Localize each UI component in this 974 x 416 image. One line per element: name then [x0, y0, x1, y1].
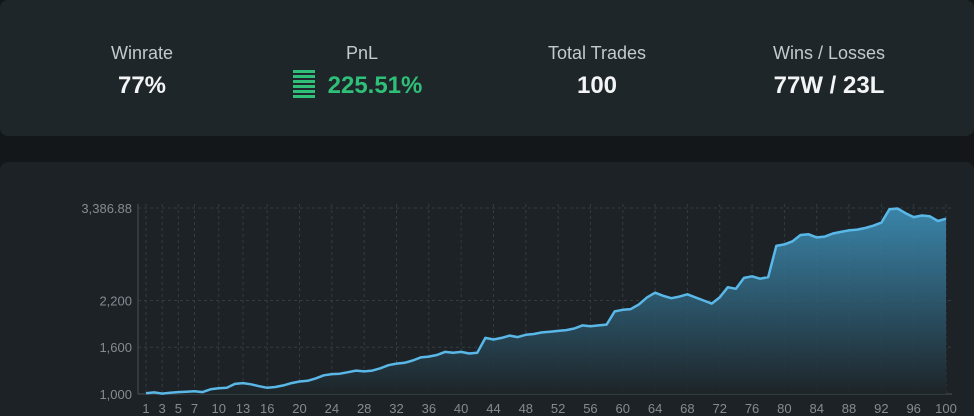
y-tick-label: 1,000: [99, 387, 132, 402]
x-tick-label: 92: [874, 401, 888, 416]
stat-label: Wins / Losses: [773, 43, 885, 63]
stat-value: 77W / 23L: [774, 72, 885, 99]
pnl-icon: [293, 70, 315, 98]
stat-value: 77%: [118, 72, 166, 99]
x-tick-label: 64: [648, 401, 662, 416]
x-tick-label: 76: [745, 401, 759, 416]
x-tick-label: 88: [842, 401, 856, 416]
x-tick-label: 44: [486, 401, 500, 416]
stat-label: Total Trades: [548, 43, 646, 63]
x-tick-label: 96: [906, 401, 920, 416]
x-tick-label: 68: [680, 401, 694, 416]
x-tick-label: 10: [211, 401, 225, 416]
y-tick-label: 3,386.88: [81, 201, 132, 216]
stat-label: PnL: [346, 43, 378, 63]
x-tick-label: 7: [191, 401, 198, 416]
x-tick-label: 80: [777, 401, 791, 416]
x-tick-label: 20: [292, 401, 306, 416]
x-tick-label: 56: [583, 401, 597, 416]
x-tick-label: 60: [616, 401, 630, 416]
stat-label: Winrate: [111, 43, 173, 63]
x-tick-label: 40: [454, 401, 468, 416]
area-fill: [146, 208, 946, 394]
area-line: [145, 207, 947, 395]
x-tick-label: 52: [551, 401, 565, 416]
x-tick-label: 100: [935, 401, 957, 416]
stat-value: 225.51%: [328, 72, 423, 99]
x-tick-label: 72: [713, 401, 727, 416]
x-tick-label: 1: [142, 401, 149, 416]
y-tick-label: 2,200: [99, 293, 132, 308]
x-tick-label: 24: [325, 401, 339, 416]
x-tick-label: 84: [809, 401, 823, 416]
x-tick-label: 16: [260, 401, 274, 416]
stat-value: 100: [577, 72, 617, 99]
stats-card: [0, 0, 974, 136]
x-tick-label: 13: [236, 401, 250, 416]
y-tick-label: 1,600: [99, 340, 132, 355]
x-tick-label: 3: [159, 401, 166, 416]
x-tick-label: 28: [357, 401, 371, 416]
x-tick-label: 48: [519, 401, 533, 416]
x-tick-label: 36: [422, 401, 436, 416]
x-tick-label: 32: [389, 401, 403, 416]
x-tick-label: 5: [175, 401, 182, 416]
